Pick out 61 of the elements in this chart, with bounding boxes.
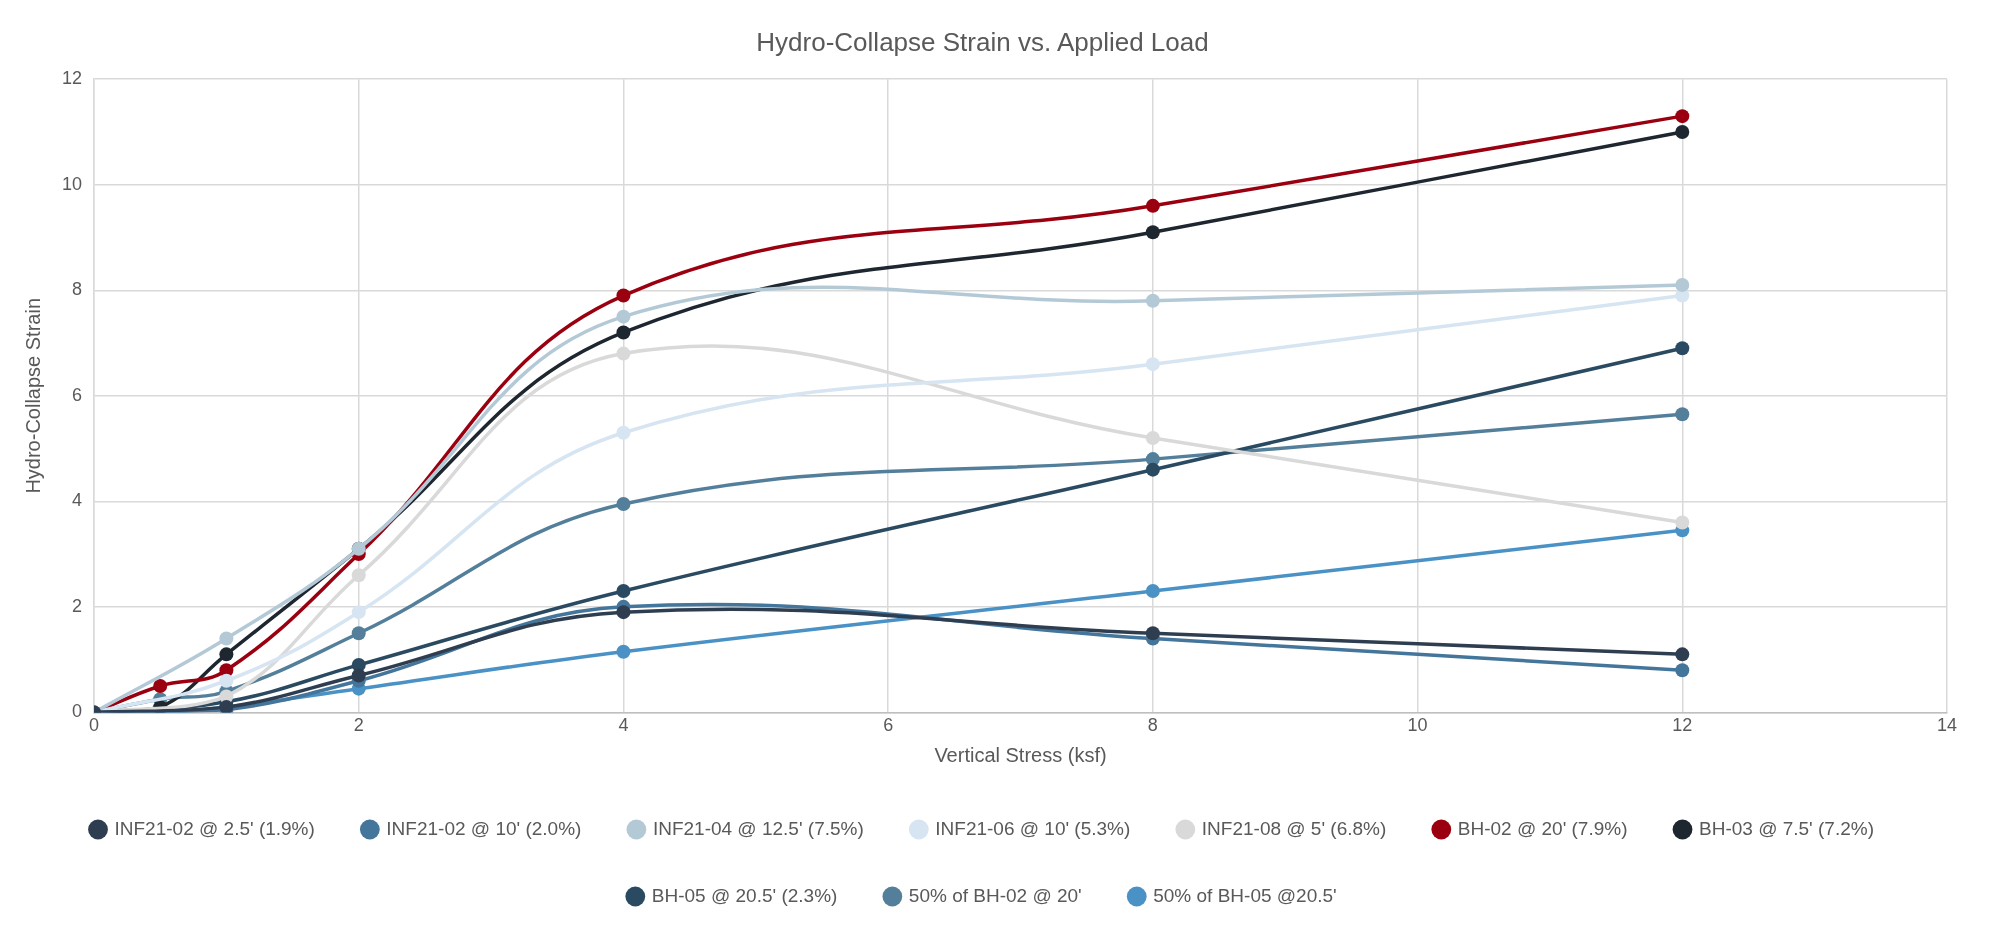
point (1675, 277, 1690, 292)
point (616, 584, 631, 599)
point (616, 288, 631, 303)
point (351, 605, 366, 620)
y-tick-label: 0 (72, 701, 83, 722)
y-tick-label: 12 (61, 68, 83, 89)
legend-label: INF21-06 @ 10' (5.3%) (935, 817, 1131, 839)
x-tick-label: 6 (883, 715, 894, 736)
x-tick-label: 0 (89, 715, 100, 736)
point (351, 568, 366, 583)
x-tick-label: 8 (1147, 715, 1158, 736)
legend-label: INF21-02 @ 2.5' (1.9%) (114, 817, 315, 839)
y-tick-label: 4 (72, 490, 83, 511)
point (153, 679, 168, 694)
point (1145, 225, 1160, 240)
chart-title: Hydro-Collapse Strain vs. Applied Load (756, 26, 1209, 57)
point (616, 346, 631, 361)
y-tick-label: 10 (61, 173, 83, 194)
y-tick-label: 2 (72, 595, 83, 616)
point (1675, 109, 1690, 124)
legend-label: 50% of BH-02 @ 20' (908, 884, 1082, 906)
x-axis-title: Vertical Stress (ksf) (934, 743, 1107, 766)
point (1675, 647, 1690, 662)
x-tick-label: 4 (618, 715, 629, 736)
point (351, 668, 366, 683)
point (616, 605, 631, 620)
x-tick-label: 12 (1672, 715, 1693, 736)
point (1675, 663, 1690, 678)
point (616, 644, 631, 659)
point (1145, 626, 1160, 641)
y-tick-label: 6 (72, 384, 83, 405)
legend-label: BH-03 @ 7.5' (7.2%) (1699, 817, 1874, 839)
point (1675, 124, 1690, 139)
point (219, 631, 234, 646)
legend-label: INF21-04 @ 12.5' (7.5%) (652, 817, 864, 839)
legend-label: BH-05 @ 20.5' (2.3%) (651, 884, 838, 906)
point (219, 673, 234, 688)
point (1145, 462, 1160, 477)
point (1145, 293, 1160, 308)
legend-label: INF21-08 @ 5' (6.8%) (1201, 817, 1387, 839)
x-tick-label: 10 (1407, 715, 1428, 736)
point (616, 309, 631, 324)
legend-label: INF21-02 @ 10' (2.0%) (386, 817, 582, 839)
y-axis-title: Hydro-Collapse Strain (21, 297, 44, 494)
point (616, 325, 631, 340)
point (1145, 357, 1160, 372)
y-tick-label: 8 (72, 279, 83, 300)
point (1145, 198, 1160, 213)
x-tick-label: 2 (353, 715, 364, 736)
point (351, 626, 366, 641)
point (616, 496, 631, 511)
point (1145, 431, 1160, 446)
point (219, 647, 234, 662)
point (1675, 341, 1690, 356)
point (1675, 407, 1690, 422)
point (1145, 584, 1160, 599)
point (616, 425, 631, 440)
x-tick-label: 14 (1936, 715, 1958, 736)
legend-label: 50% of BH-05 @20.5' (1153, 884, 1337, 906)
point (1675, 515, 1690, 530)
legend-label: BH-02 @ 20' (7.9%) (1457, 817, 1628, 839)
